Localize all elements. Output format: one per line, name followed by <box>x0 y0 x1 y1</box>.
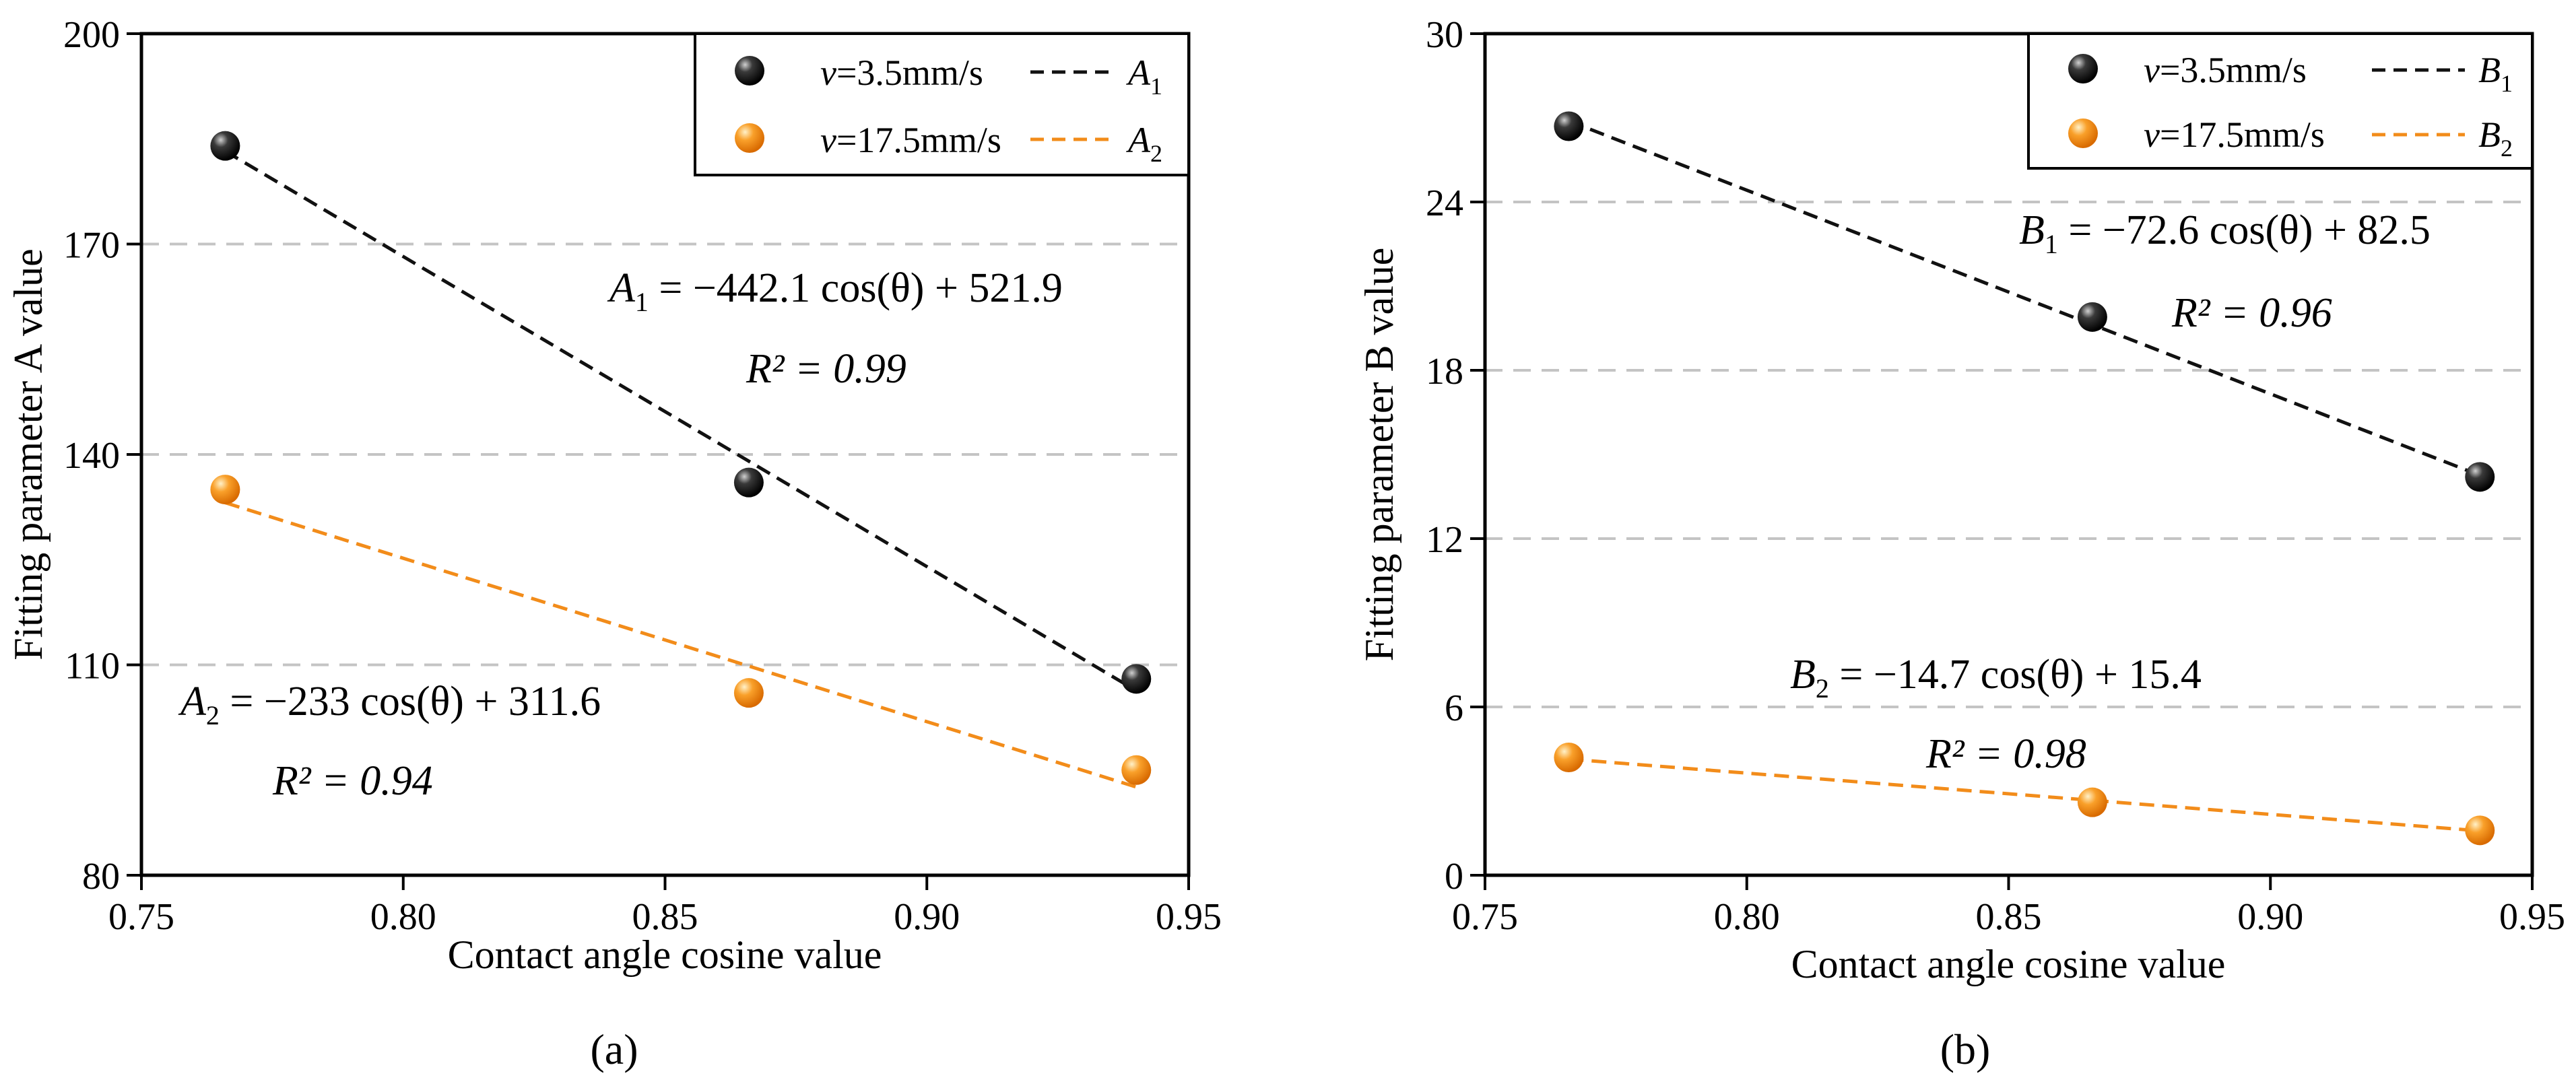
legend-label-series-2: v=17.5mm/s <box>2144 114 2325 155</box>
x-tick-label: 0.75 <box>108 896 174 938</box>
legend-fit-label-1: A1 <box>1126 53 1162 100</box>
data-point-series-1 <box>2077 302 2107 332</box>
legend-fit-label-2: A2 <box>1126 120 1162 167</box>
data-point-series-1 <box>2465 462 2495 492</box>
y-tick-label: 110 <box>65 646 120 687</box>
y-axis-ticks: 0 6 12 18 24 30 <box>1426 14 1485 897</box>
data-point-series-2 <box>733 678 764 708</box>
y-tick-label: 18 <box>1426 351 1463 393</box>
fit-line-series-1 <box>1568 119 2481 477</box>
y-tick-label: 200 <box>63 14 120 56</box>
y-axis-label: Fitting parameter A value <box>6 248 51 660</box>
r-squared-1: R² = 0.99 <box>746 346 906 392</box>
data-point-series-2 <box>1121 755 1152 785</box>
data-point-series-2 <box>2077 787 2107 817</box>
x-tick-label: 0.90 <box>2237 896 2303 938</box>
x-tick-label: 0.95 <box>2499 896 2565 938</box>
data-point-series-1 <box>733 467 764 498</box>
fit-lines <box>224 149 1137 789</box>
x-tick-label: 0.95 <box>1156 896 1222 938</box>
fit-equation-2: B2 = −14.7 cos(θ) + 15.4 <box>1790 652 2202 704</box>
legend-marker-series-1 <box>2068 54 2098 83</box>
x-axis-label: Contact angle cosine value <box>448 932 882 977</box>
legend-marker-series-1 <box>735 56 764 86</box>
y-tick-label: 30 <box>1426 14 1463 56</box>
legend-marker-series-2 <box>2068 118 2098 148</box>
data-point-series-2 <box>1554 743 1584 772</box>
legend-box <box>694 32 1190 176</box>
x-tick-label: 0.80 <box>370 896 436 938</box>
x-axis-ticks: 0.75 0.80 0.85 0.90 0.95 <box>1452 875 2565 938</box>
legend-box <box>2027 32 2534 170</box>
legend-fit-label-2: B2 <box>2478 114 2513 162</box>
legend-label-series-1: v=3.5mm/s <box>820 53 983 93</box>
data-points <box>1554 111 2495 846</box>
y-tick-label: 24 <box>1426 182 1463 224</box>
y-tick-label: 140 <box>63 435 120 477</box>
panel-label: (b) <box>1940 1025 1991 1073</box>
x-tick-label: 0.80 <box>1714 896 1780 938</box>
y-tick-label: 0 <box>1445 856 1463 897</box>
data-point-series-2 <box>210 475 240 505</box>
y-tick-label: 6 <box>1445 687 1463 729</box>
legend-label-series-1: v=3.5mm/s <box>2144 50 2307 90</box>
legend-marker-series-2 <box>735 123 764 153</box>
grid-lines <box>1485 201 2532 708</box>
data-point-series-2 <box>2465 815 2495 846</box>
panel-label: (a) <box>590 1025 638 1073</box>
data-points <box>210 131 1152 785</box>
fit-line-series-2 <box>1568 757 2480 833</box>
x-tick-label: 0.85 <box>632 896 698 938</box>
fit-line-series-2 <box>224 501 1137 789</box>
fit-line-series-1 <box>224 149 1137 692</box>
data-point-series-1 <box>210 131 240 161</box>
fit-equation-1: A1 = −442.1 cos(θ) + 521.9 <box>607 265 1063 317</box>
fit-equation-1: B1 = −72.6 cos(θ) + 82.5 <box>2019 207 2431 259</box>
chart-panel-a: 0.75 0.80 0.85 0.90 0.95 80 110 140 170 200 Cont… <box>6 14 1222 1073</box>
x-axis-ticks: 0.75 0.80 0.85 0.90 0.95 <box>108 875 1222 938</box>
y-tick-label: 12 <box>1426 519 1463 561</box>
x-axis-label: Contact angle cosine value <box>1791 942 2226 986</box>
x-tick-label: 0.75 <box>1452 896 1518 938</box>
r-squared-2: R² = 0.94 <box>272 758 433 804</box>
y-axis-label: Fitting parameter B value <box>1357 248 1401 662</box>
r-squared-1: R² = 0.96 <box>2171 290 2332 336</box>
y-tick-label: 80 <box>82 856 120 897</box>
legend: v=3.5mm/s A1 v=17.5mm/s A2 <box>694 32 1190 176</box>
grid-lines <box>141 242 1189 667</box>
legend-label-series-2: v=17.5mm/s <box>820 120 1001 160</box>
y-axis-ticks: 80 110 140 170 200 <box>63 14 141 897</box>
data-point-series-1 <box>1121 664 1152 694</box>
r-squared-2: R² = 0.98 <box>1925 731 2086 777</box>
fit-equation-2: A2 = −233 cos(θ) + 311.6 <box>178 679 601 730</box>
fit-lines <box>1568 119 2481 833</box>
legend: v=3.5mm/s B1 v=17.5mm/s B2 <box>2027 32 2534 170</box>
legend-fit-label-1: B1 <box>2478 50 2513 97</box>
x-tick-label: 0.90 <box>894 896 960 938</box>
x-tick-label: 0.85 <box>1976 896 2042 938</box>
data-point-series-1 <box>1554 111 1584 141</box>
y-tick-label: 170 <box>63 225 120 267</box>
chart-panel-b: 0.75 0.80 0.85 0.90 0.95 0 6 12 18 24 30 Contact … <box>1357 14 2565 1073</box>
